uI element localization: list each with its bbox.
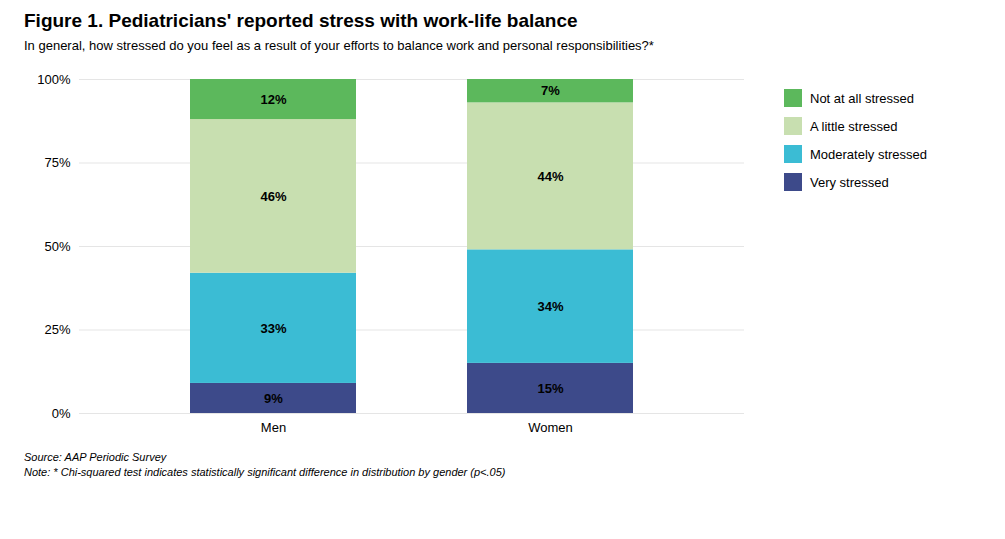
svg-text:7%: 7% <box>541 83 560 98</box>
svg-text:25%: 25% <box>44 322 70 337</box>
html-text:A little stressed: A little stressed <box>810 118 898 134</box>
svg-text:33%: 33% <box>260 320 286 335</box>
svg-text:Women: Women <box>528 420 573 435</box>
html-text:Not at all stressed: Not at all stressed <box>810 90 914 106</box>
svg-text:100%: 100% <box>37 72 71 87</box>
svg-text:0%: 0% <box>52 406 71 421</box>
html-text:Source: AAP Periodic Survey: Source: AAP Periodic Survey <box>24 451 167 463</box>
html-text:Figure 1. Pediatricians' repor: Figure 1. Pediatricians' reported stress… <box>24 10 578 31</box>
svg-text:46%: 46% <box>260 189 286 204</box>
svg-text:34%: 34% <box>537 299 563 314</box>
svg-text:12%: 12% <box>260 92 286 107</box>
html-text:In general, how stressed do yo: In general, how stressed do you feel as … <box>24 38 654 53</box>
svg-text:9%: 9% <box>264 391 283 406</box>
svg-text:50%: 50% <box>44 239 70 254</box>
svg-text:44%: 44% <box>537 169 563 184</box>
html-text:Note: * Chi-squared test indic: Note: * Chi-squared test indicates stati… <box>24 466 506 478</box>
html-text:Very stressed: Very stressed <box>810 174 889 190</box>
svg-text:Men: Men <box>261 420 286 435</box>
html-text:Moderately stressed: Moderately stressed <box>810 146 928 162</box>
svg-text:15%: 15% <box>537 381 563 396</box>
svg-text:75%: 75% <box>44 155 70 170</box>
